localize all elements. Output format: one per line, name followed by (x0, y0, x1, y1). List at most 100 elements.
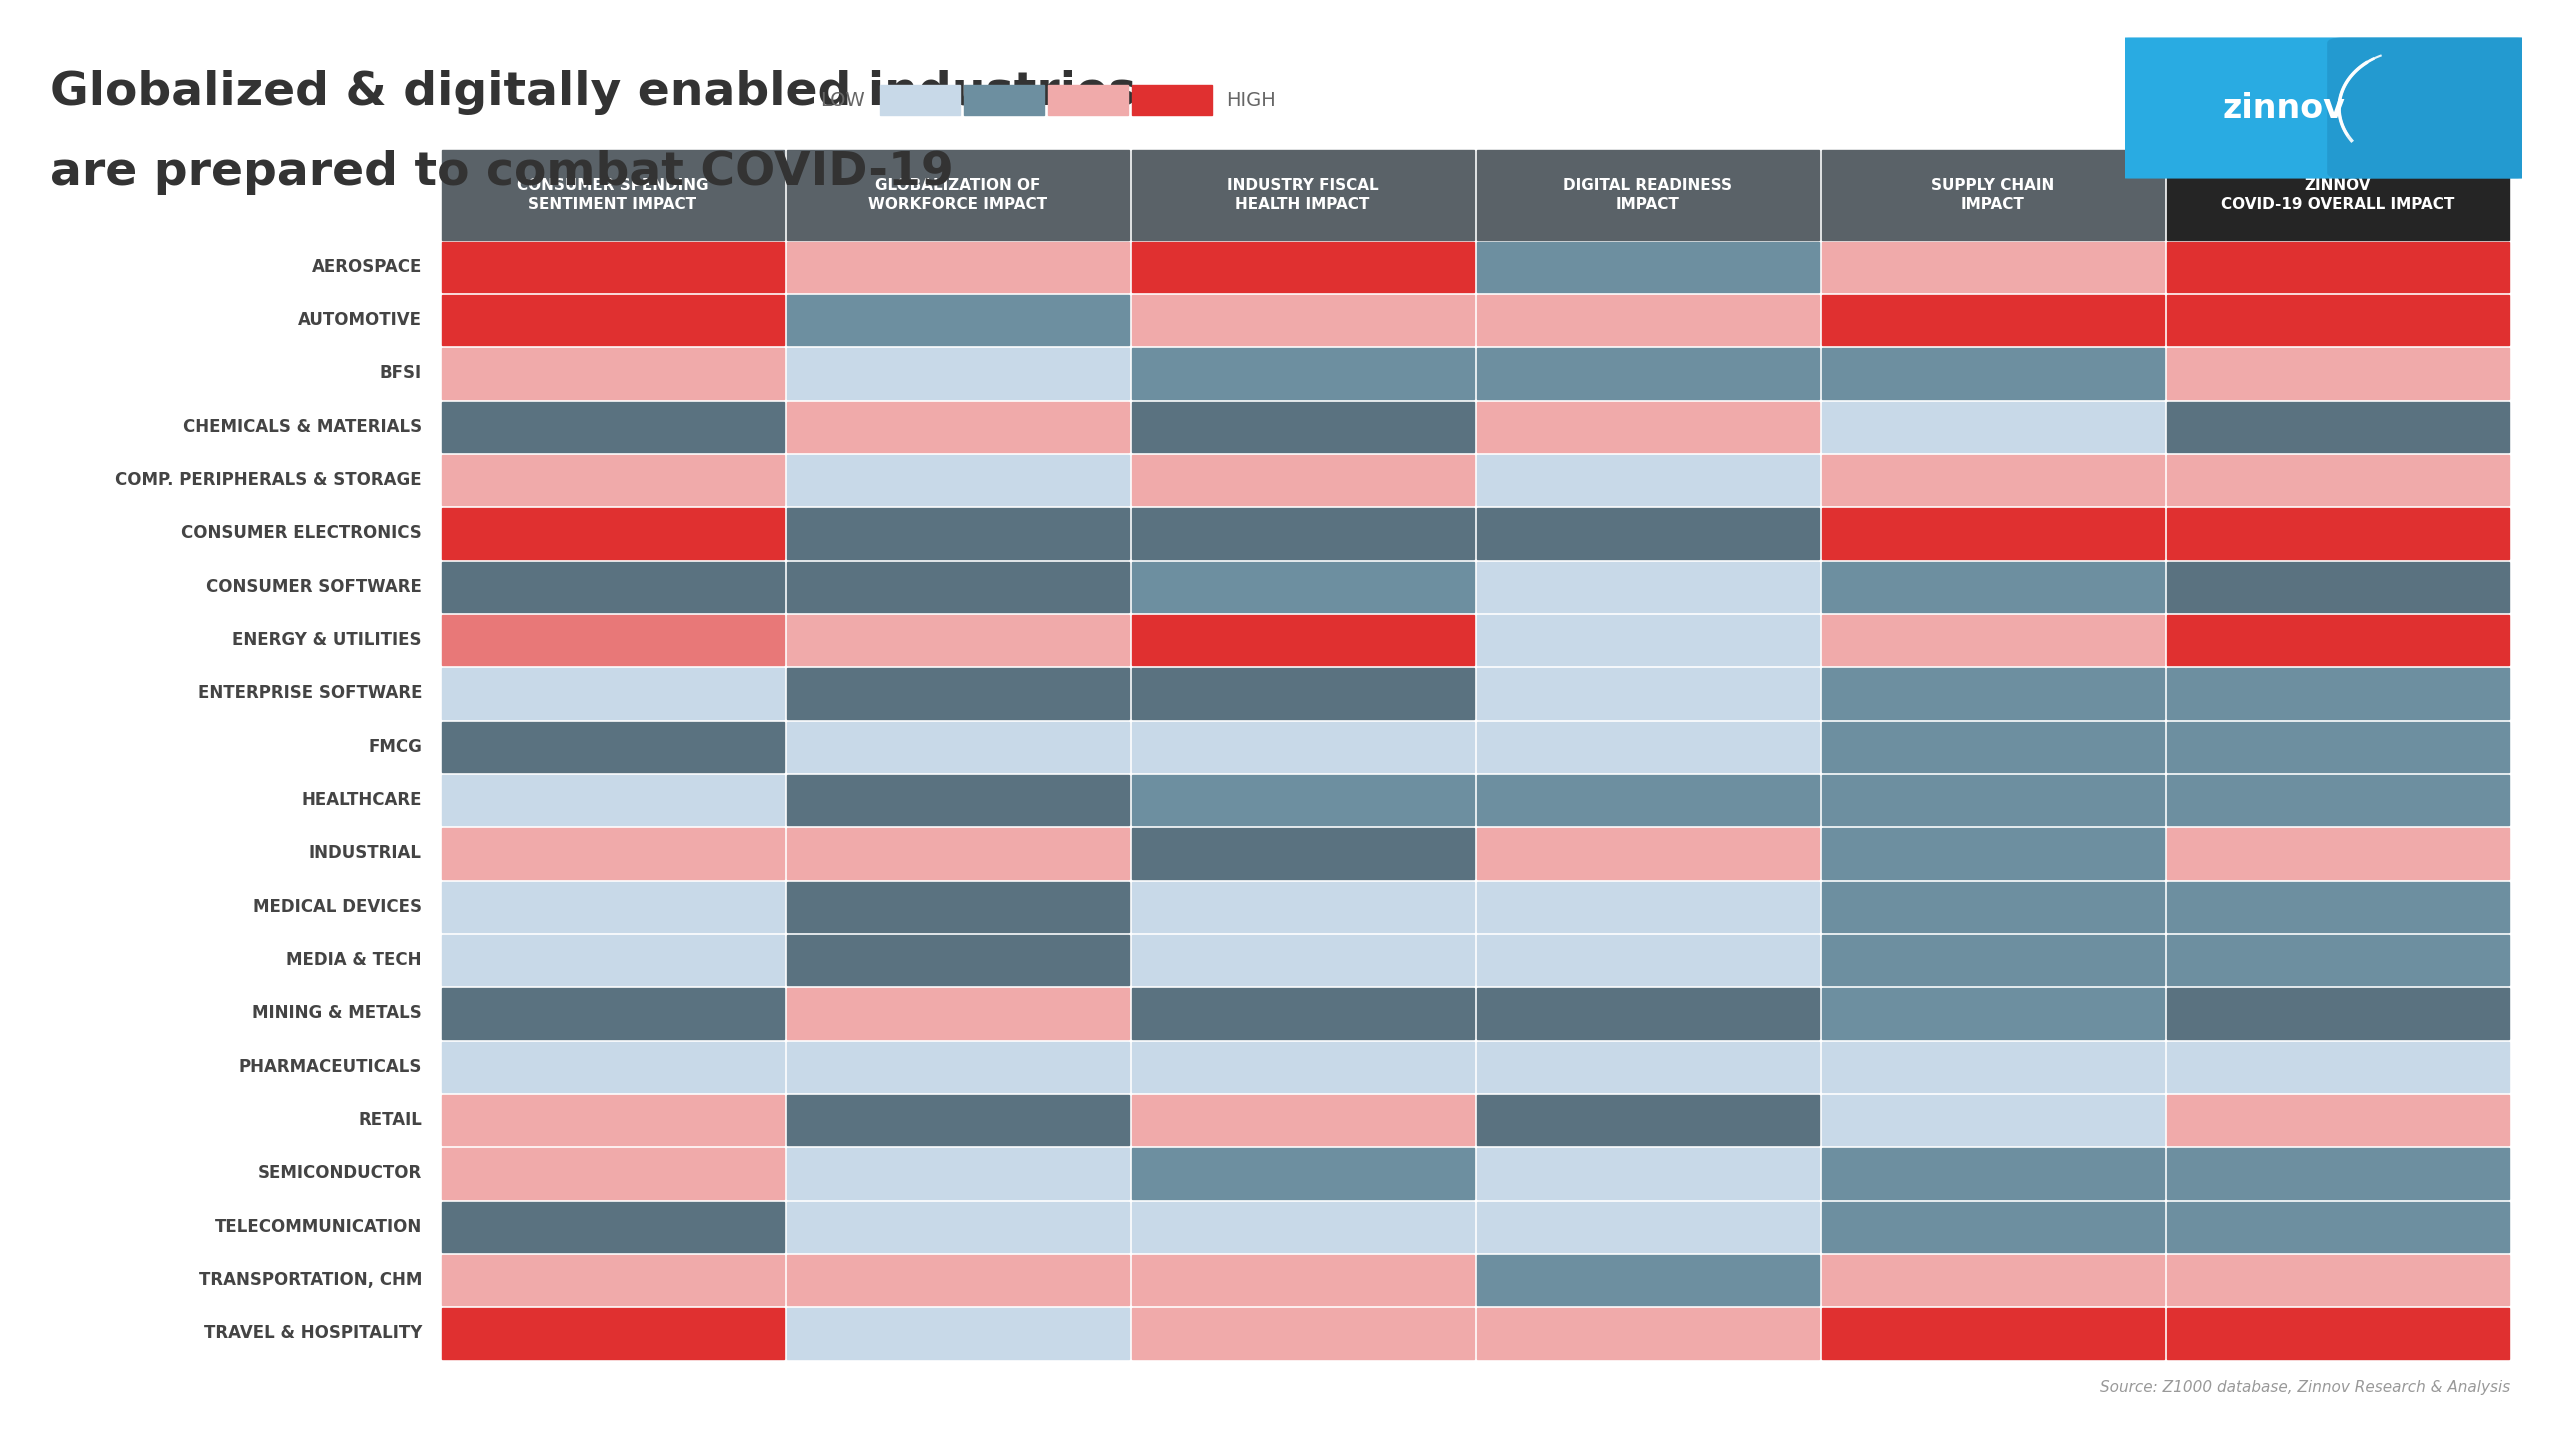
Bar (1132, 455, 1475, 505)
Text: Globalized & digitally enabled industries: Globalized & digitally enabled industrie… (51, 71, 1137, 115)
Bar (1132, 881, 1475, 932)
Bar (1132, 1094, 1475, 1145)
Bar (786, 1094, 1129, 1145)
Bar (2166, 1094, 2509, 1145)
Bar (2166, 668, 2509, 719)
Bar (1477, 1201, 1818, 1251)
Bar (2166, 1041, 2509, 1092)
Bar (1477, 935, 1818, 985)
Bar (440, 150, 783, 240)
Text: LOW: LOW (819, 91, 865, 109)
Text: RETAIL: RETAIL (358, 1112, 422, 1129)
Bar (786, 242, 1129, 292)
Bar (1823, 988, 2163, 1038)
Bar (786, 295, 1129, 346)
Bar (1823, 935, 2163, 985)
Text: DIGITAL READINESS
IMPACT: DIGITAL READINESS IMPACT (1564, 179, 1733, 212)
Text: BFSI: BFSI (379, 364, 422, 383)
Text: COMP. PERIPHERALS & STORAGE: COMP. PERIPHERALS & STORAGE (115, 471, 422, 490)
Text: HIGH: HIGH (1226, 91, 1275, 109)
Bar (440, 935, 783, 985)
Text: MEDICAL DEVICES: MEDICAL DEVICES (253, 897, 422, 916)
Bar (2166, 508, 2509, 559)
Text: SUPPLY CHAIN
IMPACT: SUPPLY CHAIN IMPACT (1930, 179, 2053, 212)
Bar (1132, 668, 1475, 719)
Text: TELECOMMUNICATION: TELECOMMUNICATION (215, 1218, 422, 1236)
Bar (786, 455, 1129, 505)
Text: CONSUMER SPENDING
SENTIMENT IMPACT: CONSUMER SPENDING SENTIMENT IMPACT (517, 179, 709, 212)
Bar (1132, 150, 1475, 240)
Bar (786, 150, 1129, 240)
Bar (1823, 1148, 2163, 1198)
Bar (1823, 1094, 2163, 1145)
Bar (2166, 295, 2509, 346)
Bar (440, 402, 783, 452)
Bar (786, 668, 1129, 719)
Text: are prepared to combat COVID-19: are prepared to combat COVID-19 (51, 150, 955, 194)
Bar (1477, 455, 1818, 505)
Bar (1132, 85, 1211, 115)
FancyBboxPatch shape (2327, 37, 2534, 179)
Bar (1132, 402, 1475, 452)
Text: Source: Z1000 database, Zinnov Research & Analysis: Source: Z1000 database, Zinnov Research … (2099, 1380, 2509, 1395)
Bar (1132, 721, 1475, 772)
Bar (786, 881, 1129, 932)
Bar (1132, 775, 1475, 825)
Bar (786, 828, 1129, 878)
Bar (1823, 775, 2163, 825)
Text: ZINNOV
COVID-19 OVERALL IMPACT: ZINNOV COVID-19 OVERALL IMPACT (2222, 179, 2455, 212)
Bar (440, 1094, 783, 1145)
Bar (786, 1201, 1129, 1251)
Bar (440, 1201, 783, 1251)
Bar (440, 508, 783, 559)
Bar (1132, 828, 1475, 878)
Bar (2166, 1308, 2509, 1358)
Bar (786, 1308, 1129, 1358)
Bar (2166, 615, 2509, 665)
Bar (440, 721, 783, 772)
Bar (1132, 935, 1475, 985)
Bar (1477, 402, 1818, 452)
Bar (440, 668, 783, 719)
Bar (1477, 721, 1818, 772)
Bar (440, 1148, 783, 1198)
Bar (1823, 1041, 2163, 1092)
Bar (786, 935, 1129, 985)
Bar (1477, 1308, 1818, 1358)
Bar (1132, 615, 1475, 665)
Bar (881, 85, 960, 115)
Bar (2166, 348, 2509, 399)
Bar (1132, 295, 1475, 346)
Bar (1132, 1308, 1475, 1358)
Bar (1477, 775, 1818, 825)
Bar (440, 562, 783, 612)
Bar (1823, 721, 2163, 772)
Bar (1477, 1094, 1818, 1145)
Bar (440, 455, 783, 505)
Bar (1132, 348, 1475, 399)
Bar (440, 828, 783, 878)
Bar (1132, 562, 1475, 612)
Bar (786, 1148, 1129, 1198)
Bar (786, 508, 1129, 559)
Text: CONSUMER SOFTWARE: CONSUMER SOFTWARE (207, 577, 422, 596)
Bar (1477, 881, 1818, 932)
Bar (1477, 615, 1818, 665)
Bar (1132, 242, 1475, 292)
Bar (2166, 721, 2509, 772)
Bar (1823, 455, 2163, 505)
Bar (1477, 1254, 1818, 1305)
Bar (1823, 402, 2163, 452)
Bar (2166, 988, 2509, 1038)
Bar (1477, 1148, 1818, 1198)
Bar (2166, 150, 2509, 240)
Text: ENTERPRISE SOFTWARE: ENTERPRISE SOFTWARE (197, 684, 422, 703)
Text: INDUSTRIAL: INDUSTRIAL (310, 844, 422, 863)
Text: GLOBALIZATION OF
WORKFORCE IMPACT: GLOBALIZATION OF WORKFORCE IMPACT (868, 179, 1047, 212)
Bar (1132, 1201, 1475, 1251)
Bar (965, 85, 1044, 115)
Bar (1823, 828, 2163, 878)
Bar (786, 1254, 1129, 1305)
Bar (1823, 1308, 2163, 1358)
Bar (786, 721, 1129, 772)
